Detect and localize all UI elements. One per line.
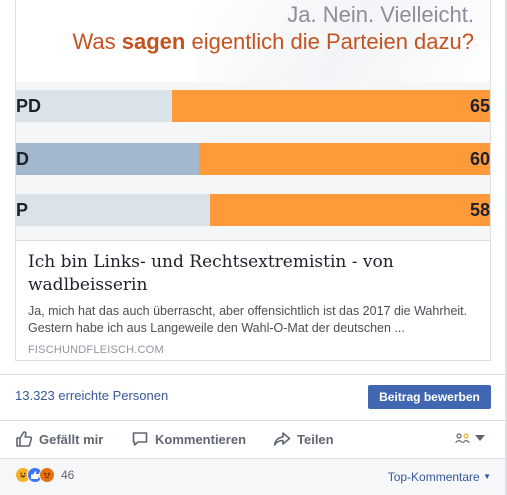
comment-label: Kommentieren [155,431,247,447]
party-abbr: P [16,200,29,220]
divider [0,374,505,375]
headline-line2-bold: sagen [121,29,186,54]
bar-right-segment [172,90,490,122]
reactions-summary[interactable]: 46 [15,467,74,483]
like-button[interactable]: Gefällt mir [15,428,103,450]
party-bar-row: PD 65 [16,90,490,122]
share-label: Teilen [297,431,334,447]
party-bar-row: D 60 [16,143,490,175]
bar-left-segment [16,143,199,175]
party-value: 58 [469,200,490,220]
share-icon [273,432,291,446]
comment-button[interactable]: Kommentieren [131,428,246,450]
preview-description: Ja, mich hat das auch überrascht, aber o… [28,304,468,335]
party-abbr: D [16,149,29,169]
audience-selector[interactable] [455,432,485,444]
comment-sort-dropdown[interactable]: Top-Kommentare ▼ [388,470,491,484]
comment-sort-label: Top-Kommentare [387,470,480,484]
image-headline-line1: Ja. Nein. Vielleicht. [287,2,474,27]
bar-right-segment [199,143,490,175]
boost-post-button[interactable]: Beitrag bewerben [368,385,491,409]
thumbs-up-icon [16,431,33,447]
image-header-band [16,0,490,82]
divider [0,420,505,421]
angry-reaction-icon [39,467,55,483]
preview-domain: FISCHUNDFLEISCH.COM [28,344,164,356]
bar-right-segment [210,194,490,226]
bar-left-segment [16,194,210,226]
like-label: Gefällt mir [39,431,104,447]
image-header-shade [196,0,490,82]
preview-text-block[interactable]: Ich bin Links- und Rechtsextremistin - v… [16,240,490,360]
party-value: 60 [469,149,490,169]
preview-title[interactable]: Ich bin Links- und Rechtsextremistin - v… [28,252,394,295]
headline-line2-end: eigentlich die Parteien dazu? [185,29,474,54]
party-value: 65 [469,96,490,116]
image-headline-line2: Was sagen eigentlich die Parteien dazu? [72,29,474,55]
chevron-down-icon [475,435,485,441]
comment-icon [132,432,148,446]
party-abbr: PD [16,96,42,116]
party-bar-row: P 58 [16,194,490,226]
share-button[interactable]: Teilen [273,428,334,450]
divider [0,458,505,459]
reaction-count: 46 [61,468,75,482]
comments-footer [0,459,505,495]
reach-count-link[interactable]: 13.323 erreichte Personen [15,388,169,403]
link-preview[interactable]: Ja. Nein. Vielleicht. Was sagen eigentli… [15,0,491,361]
headline-line2-start: Was [72,29,122,54]
preview-image[interactable]: Ja. Nein. Vielleicht. Was sagen eigentli… [16,0,490,240]
card-border [505,0,507,495]
bar-left-segment [16,90,172,122]
chevron-down-icon: ▼ [483,472,491,481]
audience-icon [455,433,470,444]
